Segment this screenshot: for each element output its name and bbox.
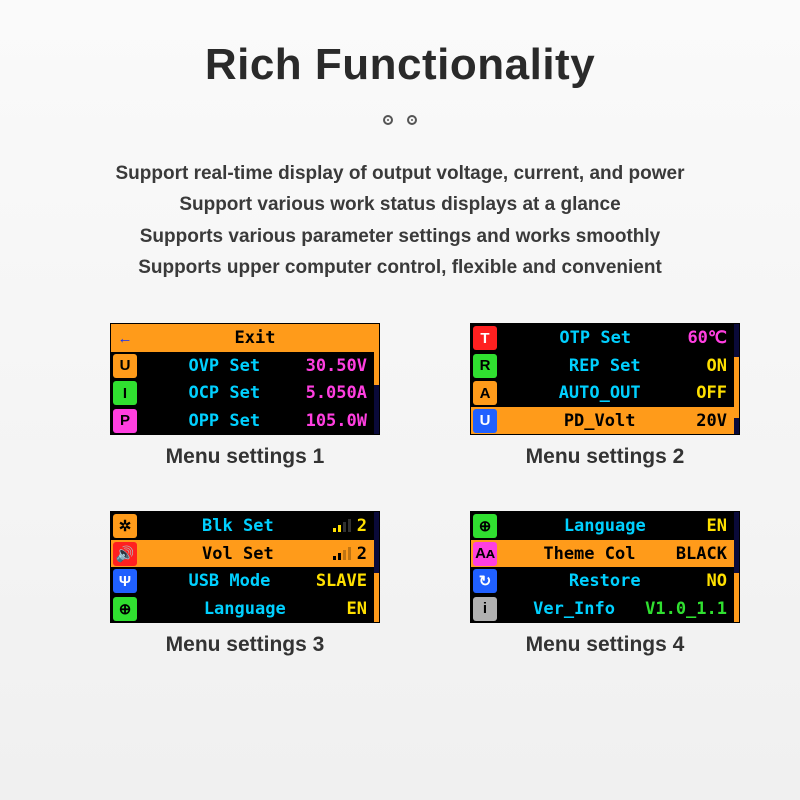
row-icon: T	[473, 326, 497, 350]
description-block: Support real-time display of output volt…	[0, 158, 800, 283]
menu-row[interactable]: ↻ RestoreNO	[471, 567, 739, 595]
lcd-screen: ✲ Blk Set 2 🔊 Vol Set 2 Ψ USB ModeSLAVE ⊕ Languag…	[110, 511, 380, 623]
screen-caption: Menu settings 3	[110, 633, 380, 657]
scrollbar-thumb	[734, 573, 739, 623]
row-value: 60℃	[687, 328, 731, 348]
level-bars-icon	[333, 548, 351, 560]
row-icon: A	[473, 381, 497, 405]
row-label: AUTO_OUT	[503, 383, 696, 403]
scrollbar-thumb	[734, 357, 739, 418]
row-label: Vol Set	[143, 544, 333, 564]
row-value: ON	[707, 356, 731, 376]
screen-caption: Menu settings 4	[470, 633, 740, 657]
row-value: 2	[357, 544, 371, 564]
row-label: OPP Set	[143, 411, 306, 431]
menu-row[interactable]: 🔊 Vol Set 2	[111, 540, 379, 568]
menu-screen: T OTP Set60℃ R REP SetON A AUTO_OUTOFF U PD_Vol…	[470, 323, 740, 469]
desc-line: Support real-time display of output volt…	[30, 158, 770, 189]
row-label: Exit	[143, 328, 367, 348]
row-icon: ⊕	[473, 514, 497, 538]
row-label: PD_Volt	[503, 411, 696, 431]
row-value: OFF	[696, 383, 731, 403]
menu-row[interactable]: P OPP Set105.0W	[111, 407, 379, 435]
row-value: EN	[347, 599, 371, 619]
row-icon: ⊕	[113, 597, 137, 621]
row-icon: Ψ	[113, 569, 137, 593]
menu-row[interactable]: ✲ Blk Set 2	[111, 512, 379, 540]
row-icon: ←	[113, 326, 137, 350]
row-icon: ✲	[113, 514, 137, 538]
menu-row[interactable]: T OTP Set60℃	[471, 324, 739, 352]
menu-row[interactable]: ⊕ LanguageEN	[111, 595, 379, 623]
row-label: REP Set	[503, 356, 707, 376]
row-icon: U	[473, 409, 497, 433]
row-value: 20V	[696, 411, 731, 431]
row-label: Theme Col	[503, 544, 676, 564]
row-label: Blk Set	[143, 516, 333, 536]
desc-line: Supports various parameter settings and …	[30, 221, 770, 252]
screen-caption: Menu settings 1	[110, 445, 380, 469]
row-label: Ver_Info	[503, 599, 645, 619]
lcd-screen: T OTP Set60℃ R REP SetON A AUTO_OUTOFF U PD_Vol…	[470, 323, 740, 435]
menu-row[interactable]: A AUTO_OUTOFF	[471, 379, 739, 407]
row-icon: i	[473, 597, 497, 621]
page-title: Rich Functionality	[0, 0, 800, 90]
scrollbar-thumb	[374, 573, 379, 623]
row-icon: U	[113, 354, 137, 378]
row-label: USB Mode	[143, 571, 316, 591]
menu-row[interactable]: Ψ USB ModeSLAVE	[111, 567, 379, 595]
row-value: NO	[707, 571, 731, 591]
row-icon: Aᴀ	[473, 542, 497, 566]
row-label: OCP Set	[143, 383, 306, 403]
row-value: 2	[357, 516, 371, 536]
menu-row[interactable]: ⊕ LanguageEN	[471, 512, 739, 540]
row-label: OVP Set	[143, 356, 306, 376]
lcd-screen: ← Exit U OVP Set30.50V I OCP Set5.050A P OPP Se…	[110, 323, 380, 435]
row-label: Language	[143, 599, 347, 619]
row-icon: I	[113, 381, 137, 405]
row-value: V1.0_1.1	[645, 599, 731, 619]
row-value: 30.50V	[306, 356, 371, 376]
menu-row[interactable]: Aᴀ Theme ColBLACK	[471, 540, 739, 568]
row-label: Restore	[503, 571, 707, 591]
row-value: 105.0W	[306, 411, 371, 431]
row-label: Language	[503, 516, 707, 536]
menu-row[interactable]: U OVP Set30.50V	[111, 352, 379, 380]
row-value: EN	[707, 516, 731, 536]
menu-row[interactable]: U PD_Volt20V	[471, 407, 739, 435]
row-value: 5.050A	[306, 383, 371, 403]
row-icon: P	[113, 409, 137, 433]
pager-dot	[383, 115, 393, 125]
row-label: OTP Set	[503, 328, 687, 348]
menu-row[interactable]: i Ver_InfoV1.0_1.1	[471, 595, 739, 623]
lcd-screen: ⊕ LanguageEN Aᴀ Theme ColBLACK ↻ RestoreNO i Ve…	[470, 511, 740, 623]
level-bars-icon	[333, 520, 351, 532]
screen-caption: Menu settings 2	[470, 445, 740, 469]
desc-line: Supports upper computer control, flexibl…	[30, 252, 770, 283]
scrollbar-thumb	[374, 324, 379, 385]
desc-line: Support various work status displays at …	[30, 189, 770, 220]
menu-screen: ← Exit U OVP Set30.50V I OCP Set5.050A P OPP Se…	[110, 323, 380, 469]
row-value: SLAVE	[316, 571, 371, 591]
row-icon: ↻	[473, 569, 497, 593]
menu-row[interactable]: ← Exit	[111, 324, 379, 352]
menu-row[interactable]: R REP SetON	[471, 352, 739, 380]
menu-row[interactable]: I OCP Set5.050A	[111, 379, 379, 407]
pager-dots	[0, 112, 800, 130]
row-value: BLACK	[676, 544, 731, 564]
row-icon: 🔊	[113, 542, 137, 566]
row-icon: R	[473, 354, 497, 378]
menu-screen: ⊕ LanguageEN Aᴀ Theme ColBLACK ↻ RestoreNO i Ve…	[470, 511, 740, 657]
menu-screen: ✲ Blk Set 2 🔊 Vol Set 2 Ψ USB ModeSLAVE ⊕ Languag…	[110, 511, 380, 657]
pager-dot	[407, 115, 417, 125]
screens-grid: ← Exit U OVP Set30.50V I OCP Set5.050A P OPP Se…	[0, 323, 800, 657]
